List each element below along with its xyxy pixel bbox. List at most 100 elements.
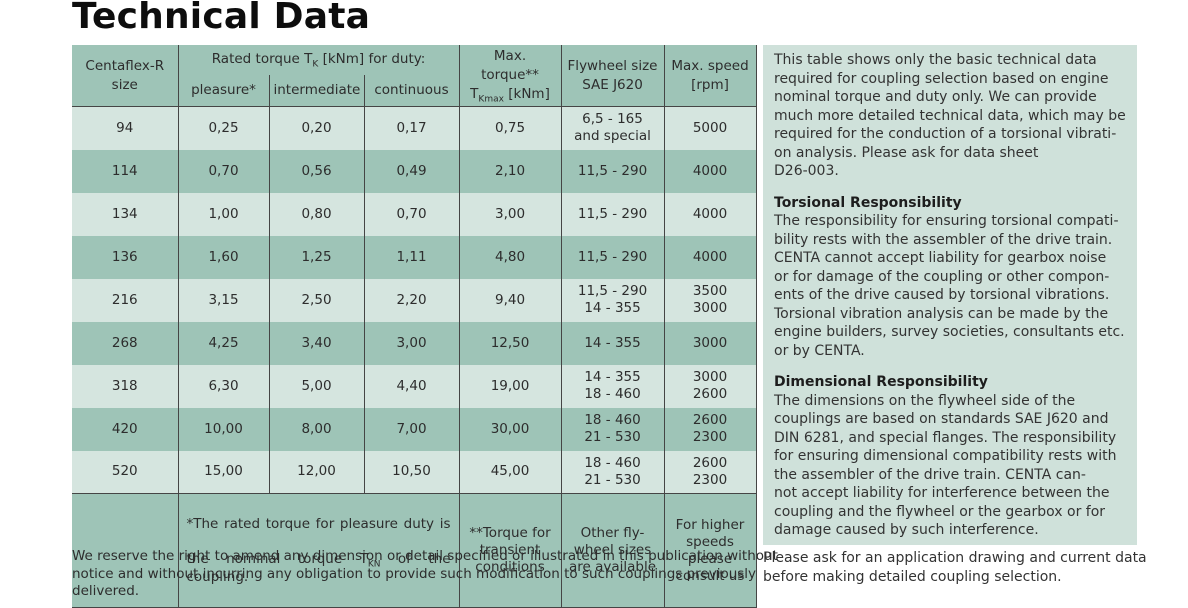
- technical-data-table-container: Centaflex-R size Rated torque TK [kNm] f…: [72, 45, 757, 608]
- table-cell: 4,40: [364, 364, 460, 408]
- table-cell: 0,49: [364, 149, 460, 193]
- table-row: 216 3,15 2,50 2,20 9,40 11,5 - 290 14 - 355 35…: [72, 278, 757, 322]
- table-cell: 318: [72, 364, 179, 408]
- table-cell: 2600 2300: [664, 407, 757, 451]
- table-cell: 1,11: [364, 235, 460, 279]
- table-body: 94 0,25 0,20 0,17 0,75 6,5 - 165 and special 5…: [72, 106, 757, 494]
- table-cell: 3000: [664, 321, 757, 365]
- footnote-empty-cell: [72, 493, 179, 608]
- table-cell: 136: [72, 235, 179, 279]
- table-cell: 1,60: [178, 235, 270, 279]
- table-cell: 30,00: [459, 407, 562, 451]
- torsional-responsibility-heading: Torsional Responsibility: [774, 194, 962, 211]
- table-row: 268 4,25 3,40 3,00 12,50 14 - 355 3000: [72, 321, 757, 365]
- subscript-k: K: [312, 60, 319, 71]
- footnote-other-flywheels: Other fly- wheel sizes are available: [561, 493, 665, 608]
- table-cell: 268: [72, 321, 179, 365]
- table-cell: 1,25: [269, 235, 365, 279]
- table-cell: 3,00: [364, 321, 460, 365]
- table-row: 420 10,00 8,00 7,00 30,00 18 - 460 21 - 530 26…: [72, 407, 757, 451]
- dimensional-responsibility-paragraph: The dimensions on the flywheel side of t…: [774, 392, 1117, 539]
- table-cell: 3,15: [178, 278, 270, 322]
- table-cell: 11,5 - 290 14 - 355: [561, 278, 665, 322]
- table-cell: 18 - 460 21 - 530: [561, 450, 665, 494]
- table-cell: 3,00: [459, 192, 562, 236]
- footnote-transient-torque: **Torque for transient conditions: [459, 493, 562, 608]
- table-cell: 15,00: [178, 450, 270, 494]
- table-row: 134 1,00 0,80 0,70 3,00 11,5 - 290 4000: [72, 192, 757, 236]
- intro-paragraph: This table shows only the basic technica…: [774, 52, 1126, 179]
- table-cell: 2,20: [364, 278, 460, 322]
- table-cell: 1,00: [178, 192, 270, 236]
- footnote-higher-speeds: For higher speeds please consult us: [664, 493, 757, 608]
- table-row: 114 0,70 0,56 0,49 2,10 11,5 - 290 4000: [72, 149, 757, 193]
- header-duty-pleasure: pleasure*: [178, 74, 270, 107]
- table-cell: 7,00: [364, 407, 460, 451]
- table-cell: 12,50: [459, 321, 562, 365]
- table-header: Centaflex-R size Rated torque TK [kNm] f…: [72, 45, 757, 107]
- table-cell: 6,30: [178, 364, 270, 408]
- table-cell: 10,50: [364, 450, 460, 494]
- header-rated-torque-group: Rated torque TK [kNm] for duty:: [178, 45, 460, 75]
- header-max-torque: Max. torque** TKmax [kNm]: [459, 45, 562, 107]
- header-flywheel-size: Flywheel size SAE J620: [561, 45, 665, 107]
- table-cell: 4000: [664, 192, 757, 236]
- table-cell: 0,80: [269, 192, 365, 236]
- subscript-kmax: Kmax: [478, 94, 504, 105]
- table-cell: 4000: [664, 235, 757, 279]
- table-cell: 4,25: [178, 321, 270, 365]
- table-cell: 216: [72, 278, 179, 322]
- subscript-kn: KN: [367, 559, 381, 570]
- table-cell: 134: [72, 192, 179, 236]
- table-cell: 5000: [664, 106, 757, 150]
- table-cell: 18 - 460 21 - 530: [561, 407, 665, 451]
- table-cell: 14 - 355 18 - 460: [561, 364, 665, 408]
- application-drawing-note: Please ask for an application drawing an…: [763, 550, 1147, 585]
- table-cell: 6,5 - 165 and special: [561, 106, 665, 150]
- table-cell: 2,50: [269, 278, 365, 322]
- table-cell: 4,80: [459, 235, 562, 279]
- page-title: Technical Data: [72, 0, 371, 37]
- header-duty-intermediate: intermediate: [269, 74, 365, 107]
- table-cell: 8,00: [269, 407, 365, 451]
- table-cell: 11,5 - 290: [561, 149, 665, 193]
- torsional-responsibility-paragraph: The responsibility for ensuring torsiona…: [774, 213, 1125, 359]
- table-cell: 2,10: [459, 149, 562, 193]
- table-cell: 12,00: [269, 450, 365, 494]
- table-cell: 10,00: [178, 407, 270, 451]
- table-cell: 45,00: [459, 450, 562, 494]
- table-cell: 9,40: [459, 278, 562, 322]
- table-cell: 420: [72, 407, 179, 451]
- table-cell: 4000: [664, 149, 757, 193]
- dimensional-responsibility-heading: Dimensional Responsibility: [774, 374, 988, 390]
- header-max-speed: Max. speed [rpm]: [664, 45, 757, 107]
- table-cell: 3000 2600: [664, 364, 757, 408]
- table-cell: 0,17: [364, 106, 460, 150]
- table-row: 94 0,25 0,20 0,17 0,75 6,5 - 165 and special 5…: [72, 106, 757, 150]
- table-footnotes: *The rated torque for pleasure duty is t…: [72, 493, 757, 608]
- table-cell: 3500 3000: [664, 278, 757, 322]
- table-cell: 3,40: [269, 321, 365, 365]
- table-cell: 11,5 - 290: [561, 235, 665, 279]
- table-cell: 19,00: [459, 364, 562, 408]
- technical-data-table: Centaflex-R size Rated torque TK [kNm] f…: [72, 45, 757, 608]
- table-cell: 5,00: [269, 364, 365, 408]
- table-cell: 11,5 - 290: [561, 192, 665, 236]
- table-cell: 2600 2300: [664, 450, 757, 494]
- table-cell: 0,25: [178, 106, 270, 150]
- table-cell: 520: [72, 450, 179, 494]
- table-cell: 14 - 355: [561, 321, 665, 365]
- header-duty-continuous: continuous: [364, 74, 460, 107]
- table-cell: 0,70: [364, 192, 460, 236]
- table-row: 136 1,60 1,25 1,11 4,80 11,5 - 290 4000: [72, 235, 757, 279]
- table-row: 318 6,30 5,00 4,40 19,00 14 - 355 18 - 460 300…: [72, 364, 757, 408]
- info-panel: This table shows only the basic technica…: [763, 45, 1137, 545]
- table-cell: 114: [72, 149, 179, 193]
- table-cell: 0,75: [459, 106, 562, 150]
- header-centaflex-size: Centaflex-R size: [72, 45, 179, 107]
- table-cell: 0,56: [269, 149, 365, 193]
- table-cell: 0,70: [178, 149, 270, 193]
- table-cell: 94: [72, 106, 179, 150]
- table-cell: 0,20: [269, 106, 365, 150]
- amendment-disclaimer: We reserve the right to amend any dimens…: [72, 548, 778, 599]
